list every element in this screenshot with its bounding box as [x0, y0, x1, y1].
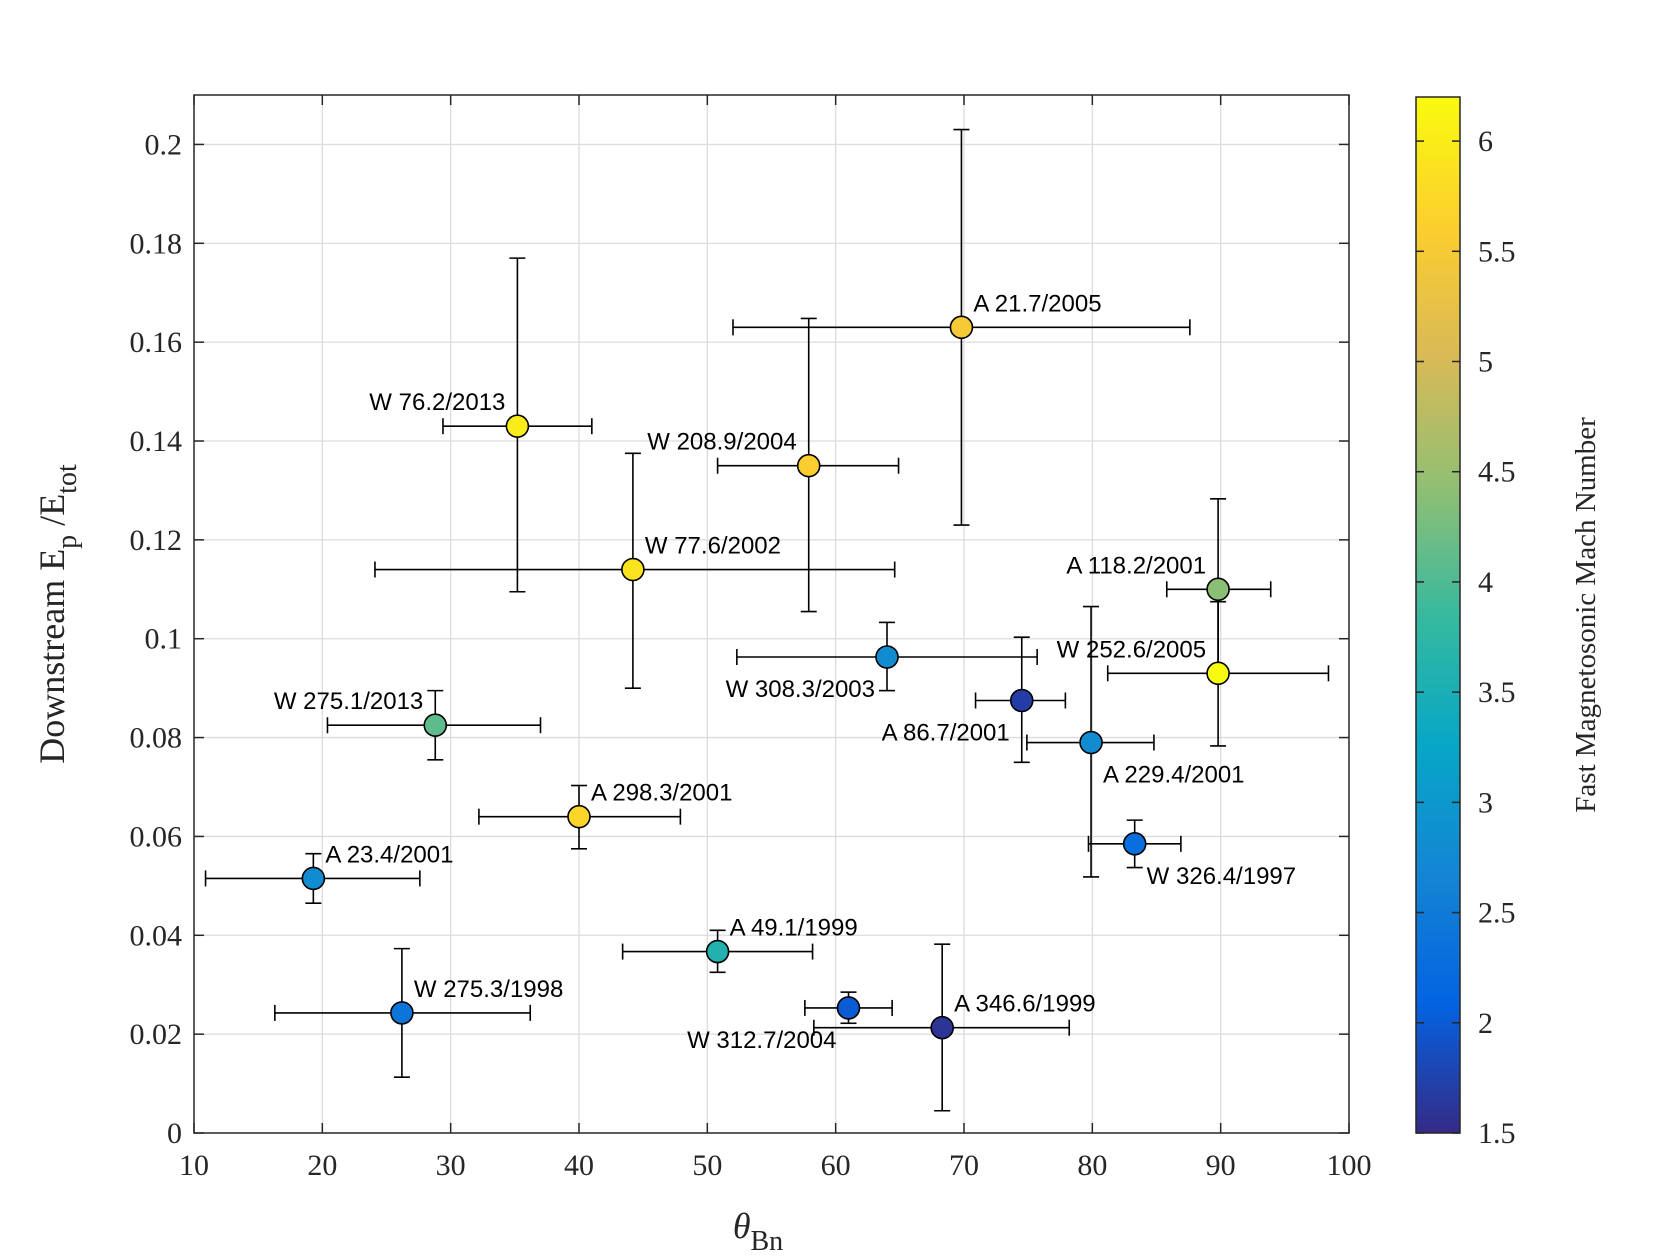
data-point: [505, 414, 530, 438]
x-tick-label: 10: [179, 1149, 209, 1182]
data-point: [567, 804, 591, 829]
y-axis-title-sub2: tot: [52, 464, 83, 494]
y-tick-label: 0.08: [130, 722, 183, 755]
colorbar-ticks: 1.5 2 2.5 3 3.5 4 4.5 5 5.5 6: [1416, 125, 1516, 1150]
x-tick-label: 40: [564, 1149, 594, 1182]
data-point: [1206, 577, 1230, 602]
y-tick-label: 0.16: [130, 326, 183, 359]
point-label: A 23.4/2001: [325, 841, 453, 868]
x-tick-label: 30: [436, 1149, 466, 1182]
point-label: A 346.6/1999: [954, 991, 1095, 1018]
y-tick-label: 0.02: [130, 1018, 183, 1051]
data-point: [1009, 688, 1034, 713]
colorbar-tick-label: 4.5: [1478, 456, 1516, 489]
x-tick-label: 60: [821, 1149, 851, 1182]
data-point: [1122, 832, 1147, 856]
error-bars: [204, 128, 1330, 1112]
y-axis-title-mid: /E: [32, 494, 72, 535]
x-tick-label: 70: [949, 1149, 979, 1182]
colorbar-tick-label: 3: [1478, 786, 1493, 819]
data-point: [423, 713, 448, 738]
colorbar-title: Fast Magnetosonic Mach Number: [1570, 417, 1602, 813]
data-point: [621, 557, 645, 582]
point-label: A 86.7/2001: [882, 720, 1010, 747]
point-label: W 77.6/2002: [645, 533, 781, 560]
colorbar-tick-label: 5: [1478, 346, 1493, 379]
y-tick-label: 0.2: [145, 128, 183, 161]
colorbar-tick-label: 6: [1478, 125, 1493, 158]
point-label: W 76.2/2013: [369, 389, 505, 416]
y-tick-label: 0: [167, 1117, 182, 1150]
x-axis-symbol: θ: [733, 1206, 751, 1246]
data-point: [836, 996, 861, 1020]
y-tick-label: 0.06: [130, 820, 183, 853]
point-label: W 312.7/2004: [687, 1027, 836, 1054]
colorbar-tick-label: 2.5: [1478, 897, 1516, 930]
point-label: A 21.7/2005: [973, 290, 1101, 317]
data-point: [1079, 730, 1103, 755]
colorbar-tick-label: 5.5: [1478, 235, 1516, 268]
point-label: W 208.9/2004: [647, 429, 796, 456]
colorbar-tick-label: 1.5: [1478, 1117, 1516, 1150]
data-point: [390, 1001, 414, 1025]
y-tick-label: 0.04: [130, 919, 183, 952]
x-tick-label: 90: [1206, 1149, 1236, 1182]
data-point: [949, 315, 974, 340]
x-axis-subscript: Bn: [751, 1226, 784, 1257]
data-point: [796, 453, 821, 478]
x-tick-label: 100: [1327, 1149, 1372, 1182]
grid-lines: [194, 95, 1349, 1133]
x-axis-title: θBn: [733, 1206, 783, 1257]
point-label: A 298.3/2001: [591, 780, 732, 807]
point-label: A 229.4/2001: [1103, 762, 1244, 789]
axis-ticks: 10 20 30 40 50 60 70 80 90 100 0 0.02 0.04 0.06 0.08 0.…: [130, 95, 1372, 1182]
point-label: W 275.3/1998: [414, 976, 563, 1003]
y-tick-label: 0.18: [130, 227, 183, 260]
data-point: [1206, 661, 1230, 686]
data-point: [705, 939, 730, 964]
x-tick-label: 50: [692, 1149, 722, 1182]
y-tick-label: 0.1: [145, 623, 183, 656]
point-label: W 275.1/2013: [274, 688, 423, 715]
y-tick-label: 0.12: [130, 524, 183, 557]
data-point: [930, 1015, 954, 1040]
y-axis-title-sub1: p: [52, 535, 83, 549]
plot-frame: [193, 94, 1350, 1134]
colorbar-gradient: [1415, 96, 1461, 1134]
data-point: [875, 645, 899, 669]
point-label: W 252.6/2005: [1057, 636, 1206, 663]
colorbar: 1.5 2 2.5 3 3.5 4 4.5 5 5.5 6 Fast Magnetosonic M…: [1415, 96, 1602, 1150]
y-tick-label: 0.14: [130, 425, 183, 458]
point-labels: A 21.7/2005 W 76.2/2013 W 208.9/2004 W 77.6…: [274, 290, 1296, 1054]
data-points: [301, 315, 1230, 1040]
data-point: [301, 866, 326, 891]
point-label: W 326.4/1997: [1147, 863, 1296, 890]
colorbar-tick-label: 2: [1478, 1007, 1493, 1040]
y-axis-title: Downstream Ep /Etot: [32, 464, 83, 764]
x-tick-label: 80: [1077, 1149, 1107, 1182]
x-tick-label: 20: [307, 1149, 337, 1182]
point-label: W 308.3/2003: [726, 676, 875, 703]
point-label: A 49.1/1999: [730, 915, 858, 942]
colorbar-tick-label: 3.5: [1478, 676, 1516, 709]
colorbar-tick-label: 4: [1478, 566, 1493, 599]
point-label: A 118.2/2001: [1066, 552, 1206, 579]
y-axis-title-main: Downstream E: [32, 549, 72, 764]
